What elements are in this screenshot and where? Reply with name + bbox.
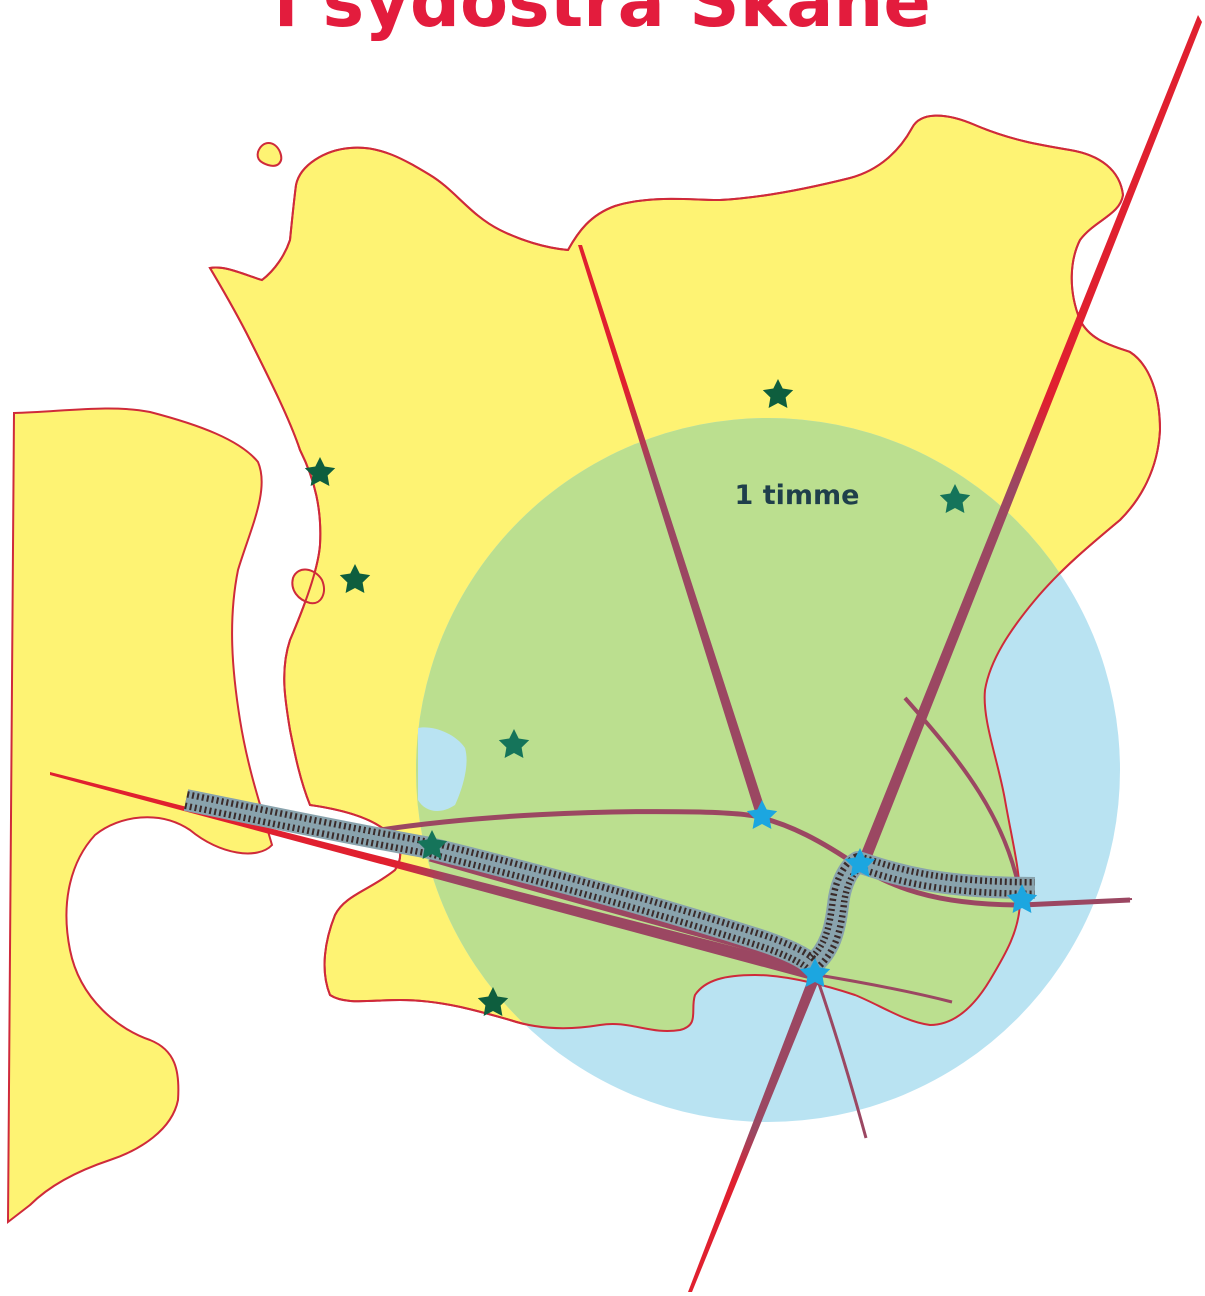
star-icon <box>416 830 448 859</box>
islet-north <box>256 142 283 167</box>
star-icon <box>339 564 371 593</box>
road-northeast-loop <box>903 696 1024 906</box>
road-south-spur <box>814 974 868 1139</box>
page-title: i sydöstra Skåne <box>274 0 931 43</box>
coastline <box>208 114 1162 1032</box>
station-star-icon <box>799 958 831 987</box>
road-west <box>50 772 818 980</box>
star-icon <box>498 729 530 758</box>
star-icon <box>939 484 971 513</box>
road-east-coast-spur <box>817 973 953 1004</box>
road-northeast <box>856 15 1202 872</box>
landmass-west <box>6 407 274 1225</box>
islet-ven <box>291 568 325 605</box>
road-south <box>688 974 820 1292</box>
star-icon <box>762 379 794 408</box>
road-north <box>578 245 767 818</box>
station-star-icon <box>1006 884 1038 913</box>
station-star-icon <box>844 848 876 877</box>
star-icon <box>477 987 509 1016</box>
road-east-tip <box>1021 898 1133 906</box>
star-icon <box>304 457 336 486</box>
inlet-bay <box>418 727 467 812</box>
one-hour-zone-label: 1 timme <box>735 480 860 511</box>
station-star-icon <box>746 800 778 829</box>
road-inland-link <box>379 809 860 869</box>
